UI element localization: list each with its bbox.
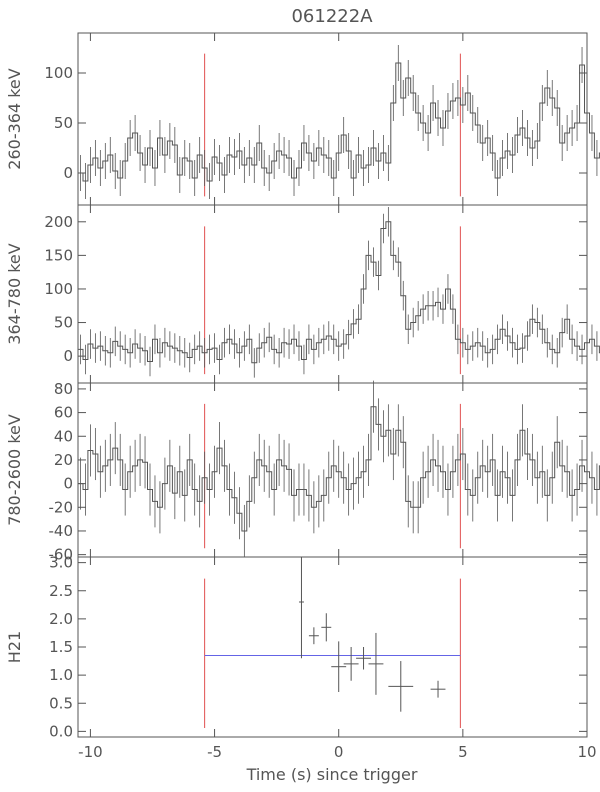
y-tick-label: 200 bbox=[44, 213, 73, 231]
y-tick-label: 40 bbox=[54, 427, 73, 445]
panel-2: 0 50 100 150 200 364-780 keV bbox=[5, 204, 600, 384]
plot-frame bbox=[77, 204, 588, 384]
y-tick-label: 50 bbox=[54, 114, 73, 132]
plot-frame bbox=[77, 382, 588, 558]
y-tick-label: 2.5 bbox=[49, 582, 73, 600]
y-tick-label: 0 bbox=[63, 475, 73, 493]
x-tick-label: 5 bbox=[458, 743, 468, 761]
y-tick-label: -40 bbox=[49, 522, 74, 540]
plot-frame bbox=[77, 556, 588, 738]
x-tick-label: -5 bbox=[207, 743, 222, 761]
y-tick-label: -20 bbox=[49, 498, 74, 516]
x-axis-label: Time (s) since trigger bbox=[246, 765, 418, 784]
y-tick-label: 100 bbox=[44, 64, 73, 82]
y-tick-label: 2.0 bbox=[49, 610, 73, 628]
y-tick-label: 0.5 bbox=[49, 694, 73, 712]
y-tick-label: -60 bbox=[49, 546, 74, 564]
y-axis-label: 364-780 keV bbox=[5, 243, 24, 344]
x-tick-label: 10 bbox=[577, 743, 596, 761]
panel-3: -60 -40 -20 0 20 40 60 80 780-2600 keV bbox=[5, 380, 600, 564]
y-tick-label: 0.0 bbox=[49, 722, 73, 740]
chart-title: 061222A bbox=[291, 6, 373, 27]
histogram-line bbox=[78, 221, 600, 364]
panel-1: 0 50 100 260-364 keV bbox=[5, 32, 600, 206]
y-axis-label: H21 bbox=[5, 631, 24, 663]
y-tick-label: 20 bbox=[54, 451, 73, 469]
y-tick-label: 60 bbox=[54, 404, 73, 422]
y-tick-label: 0 bbox=[63, 164, 73, 182]
y-tick-label: 100 bbox=[44, 280, 73, 298]
x-tick-label: 0 bbox=[334, 743, 344, 761]
y-tick-label: 50 bbox=[54, 314, 73, 332]
panel-4: 0.0 0.5 1.0 1.5 2.0 2.5 3.0 H21 -10 -5 0 5 10 bbox=[5, 554, 597, 761]
y-axis-label: 780-2600 keV bbox=[5, 414, 24, 526]
plot-frame bbox=[77, 32, 588, 206]
y-tick-label: 3.0 bbox=[49, 554, 73, 572]
y-tick-label: 80 bbox=[54, 380, 73, 398]
y-tick-label: 1.0 bbox=[49, 666, 73, 684]
y-tick-label: 1.5 bbox=[49, 638, 73, 656]
x-tick-label: -10 bbox=[78, 743, 103, 761]
y-tick-label: 0 bbox=[63, 347, 73, 365]
y-axis-label: 260-364 keV bbox=[5, 68, 24, 169]
y-tick-label: 150 bbox=[44, 246, 73, 264]
